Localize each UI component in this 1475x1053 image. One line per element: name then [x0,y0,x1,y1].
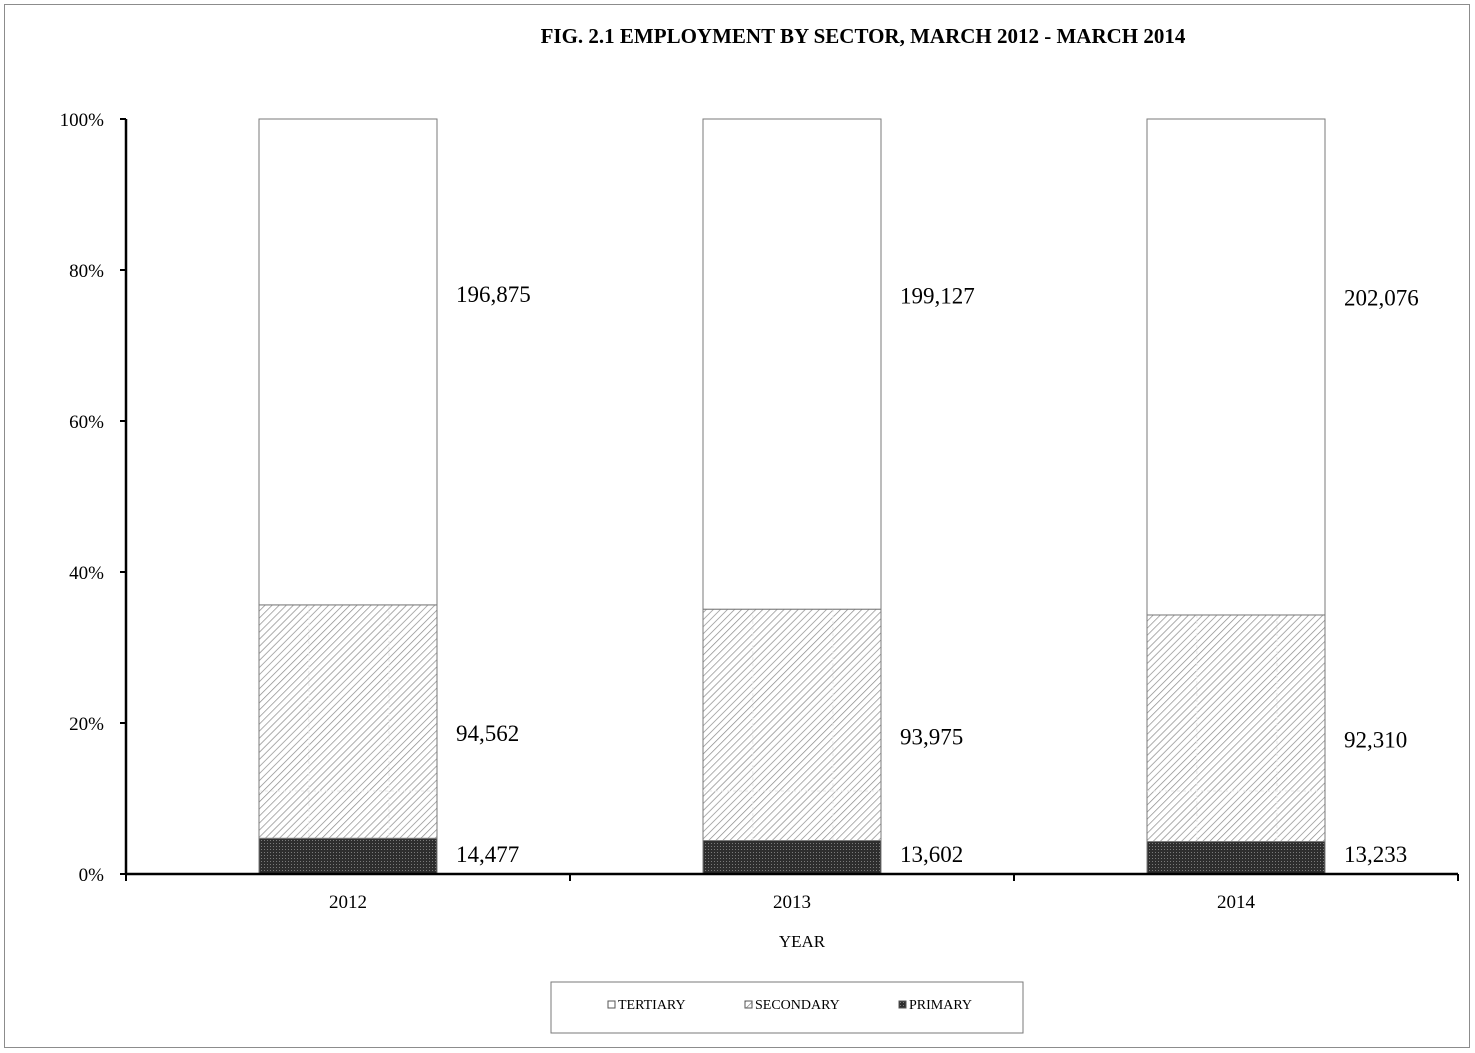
data-label-secondary-2012: 94,562 [456,721,519,746]
bar-segment-primary-2012 [258,837,438,875]
data-label-primary-2012: 14,477 [456,842,519,867]
chart-title: FIG. 2.1 EMPLOYMENT BY SECTOR, MARCH 201… [541,24,1186,48]
chart-frame [4,4,1470,1048]
data-labels-group: 14,477 94,562 196,875 13,602 93,975 199,127 13… [456,282,1419,867]
bar-segment-secondary-2014 [1146,614,1326,843]
y-tick-label: 60% [69,412,104,433]
bar-segment-secondary-2012 [258,604,438,839]
y-tick-label: 20% [69,714,104,735]
bar-segment-tertiary-2014 [1146,118,1326,616]
legend-swatch-secondary [744,1000,753,1009]
bar-segment-primary-2013 [702,840,882,875]
x-axis-title: YEAR [779,932,826,951]
data-label-tertiary-2013: 199,127 [900,283,975,308]
legend-label-tertiary: TERTIARY [618,998,686,1013]
x-tick-label-2013: 2013 [773,892,811,913]
x-tick-label-2014: 2014 [1217,892,1256,913]
legend-box [550,981,1024,1034]
bar-segment-tertiary-2013 [702,118,882,610]
data-label-primary-2014: 13,233 [1344,842,1407,867]
data-label-tertiary-2012: 196,875 [456,282,531,307]
bar-segment-primary-2014 [1146,841,1326,875]
y-tick-label: 80% [69,261,104,282]
y-tick-label: 100% [60,110,105,131]
data-label-secondary-2014: 92,310 [1344,728,1407,753]
data-label-secondary-2013: 93,975 [900,724,963,749]
legend-label-primary: PRIMARY [909,998,972,1013]
bar-segment-secondary-2013 [702,608,882,842]
data-label-primary-2013: 13,602 [900,842,963,867]
x-axis: 2012 2013 2014 [125,872,1459,913]
bar-segment-tertiary-2012 [258,118,438,606]
data-label-tertiary-2014: 202,076 [1344,286,1419,311]
legend-label-secondary: SECONDARY [755,998,840,1013]
bars-group [258,118,1326,875]
legend: TERTIARY SECONDARY PRIMARY [550,981,1024,1034]
legend-swatch-primary [898,1000,907,1009]
y-tick-label: 40% [69,563,104,584]
x-tick-label-2012: 2012 [329,892,367,913]
y-axis: 0% 20% 40% 60% 80% 100% [60,110,128,886]
y-tick-label: 0% [79,865,105,886]
legend-swatch-tertiary [607,1000,616,1009]
